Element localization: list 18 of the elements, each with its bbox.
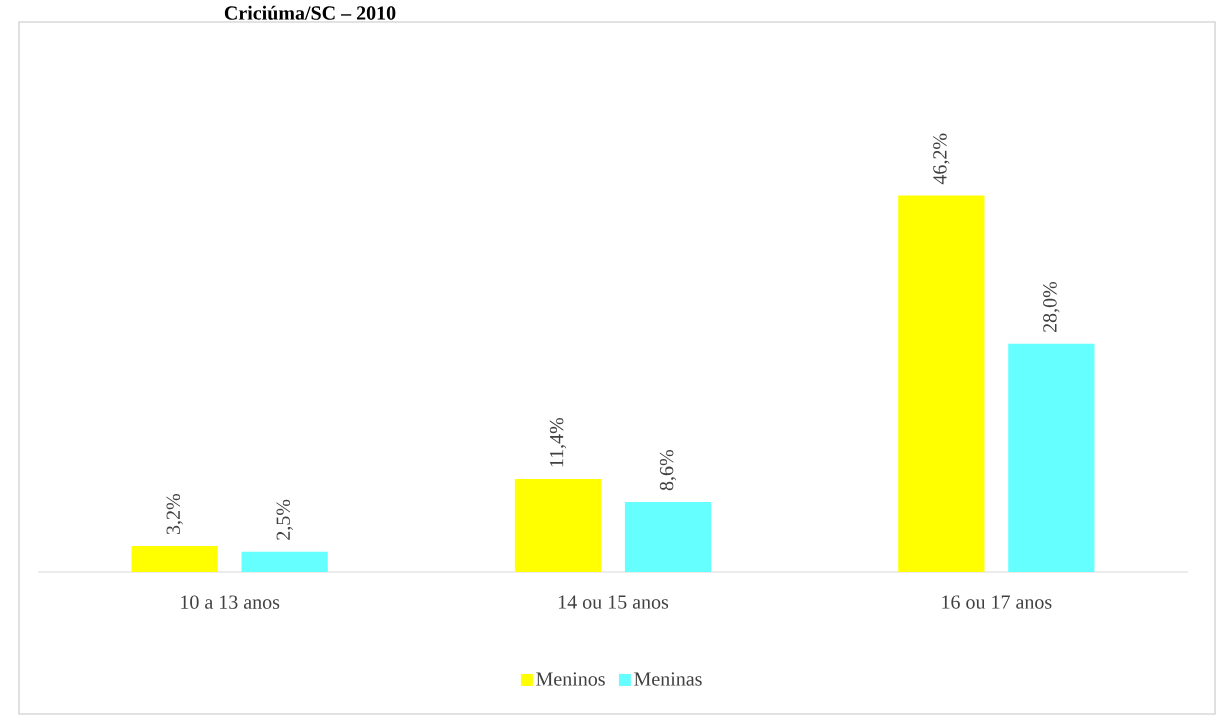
x-tick-label: 14 ou 15 anos [558,595,669,609]
bar [1008,343,1095,572]
bar [898,195,985,572]
data-label: 28,0% [1043,281,1060,333]
legend-label: Meninas [634,672,702,686]
data-label: 11,4% [549,417,567,467]
x-tick-label: 16 ou 17 anos [942,595,1052,609]
bar [624,501,712,572]
bar [131,545,218,572]
data-label: 2,5% [276,499,293,540]
bar [241,551,328,572]
data-label: 3,2% [166,494,183,535]
data-label: 8,6% [659,450,677,491]
legend-label: Meninos [536,672,605,686]
chart-title: Criciúma/SC – 2010 [224,5,396,20]
data-label: 46,2% [933,133,950,185]
x-tick-label: 10 a 13 anos [181,595,280,609]
bar [514,479,602,572]
